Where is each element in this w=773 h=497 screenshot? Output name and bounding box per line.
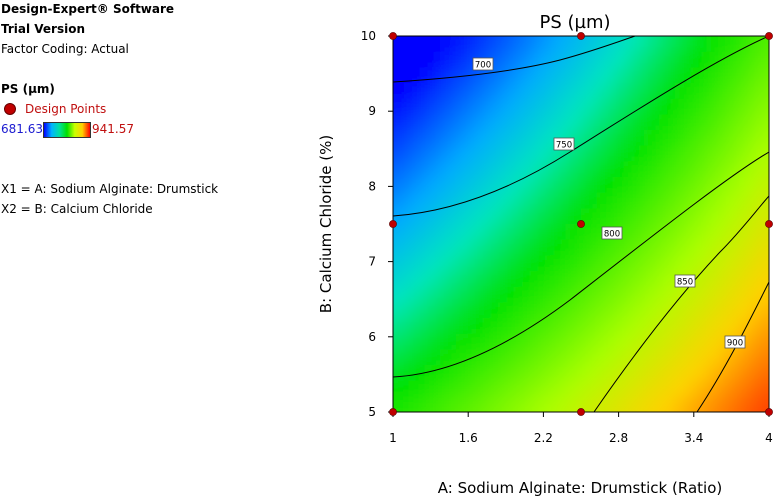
design-point-legend-icon (4, 103, 16, 115)
x-tick-label: 2.8 (609, 431, 628, 445)
svg-text:700: 700 (475, 61, 491, 71)
design-point (389, 220, 397, 228)
svg-text:800: 800 (604, 230, 620, 240)
response-name: PS (µm) (1, 82, 55, 96)
contour-surface: 700 750 800 850 900 (393, 36, 769, 412)
y-tick-label: 7 (368, 255, 376, 269)
y-tick-label: 8 (368, 179, 376, 193)
x-tick-label: 1.6 (459, 431, 478, 445)
y-tick-label: 6 (368, 330, 376, 344)
contour-label: 750 (553, 137, 575, 151)
software-name: Design-Expert® Software (1, 2, 175, 16)
chart-title: PS (µm) (539, 12, 610, 33)
svg-text:750: 750 (556, 141, 572, 151)
colorbar-max: 941.57 (92, 122, 134, 136)
design-point (577, 408, 585, 416)
contour-label: 800 (601, 226, 623, 240)
design-point (577, 220, 585, 228)
colorbar (43, 122, 91, 138)
contour-700 (393, 36, 636, 83)
x-tick-label: 4 (765, 431, 773, 445)
x-axis-label: A: Sodium Alginate: Drumstick (Ratio) (438, 479, 722, 497)
contour-labels: 700 750 800 850 900 (472, 57, 746, 349)
x2-definition: X2 = B: Calcium Chloride (1, 202, 153, 216)
contour-label: 700 (472, 57, 494, 71)
contour-750 (393, 36, 769, 217)
design-point (765, 220, 773, 228)
x-tick-label: 3.4 (684, 431, 703, 445)
y-axis-ticks: 5 6 7 8 9 10 (361, 29, 393, 419)
design-point (389, 408, 397, 416)
svg-text:900: 900 (727, 339, 743, 349)
y-tick-label: 10 (361, 29, 376, 43)
design-point (389, 32, 397, 40)
x-axis-ticks: 1 1.6 2.2 2.8 3.4 4 (389, 412, 773, 445)
design-point (765, 32, 773, 40)
version-label: Trial Version (1, 22, 86, 36)
contour-850 (593, 195, 769, 412)
design-points (389, 32, 773, 416)
y-axis-label: B: Calcium Chloride (%) (317, 135, 335, 313)
design-point (765, 408, 773, 416)
colorbar-min: 681.63 (1, 122, 43, 136)
x1-definition: X1 = A: Sodium Alginate: Drumstick (1, 182, 219, 196)
factor-coding: Factor Coding: Actual (1, 42, 129, 56)
svg-text:850: 850 (677, 278, 693, 288)
contour-lines (393, 36, 769, 412)
contour-800 (393, 151, 769, 378)
x-tick-label: 2.2 (534, 431, 553, 445)
contour-label: 900 (724, 335, 746, 349)
design-point (577, 32, 585, 40)
x-tick-label: 1 (389, 431, 397, 445)
y-tick-label: 5 (368, 405, 376, 419)
y-tick-label: 9 (368, 104, 376, 118)
design-points-legend: Design Points (25, 102, 107, 116)
contour-label: 850 (674, 274, 696, 288)
